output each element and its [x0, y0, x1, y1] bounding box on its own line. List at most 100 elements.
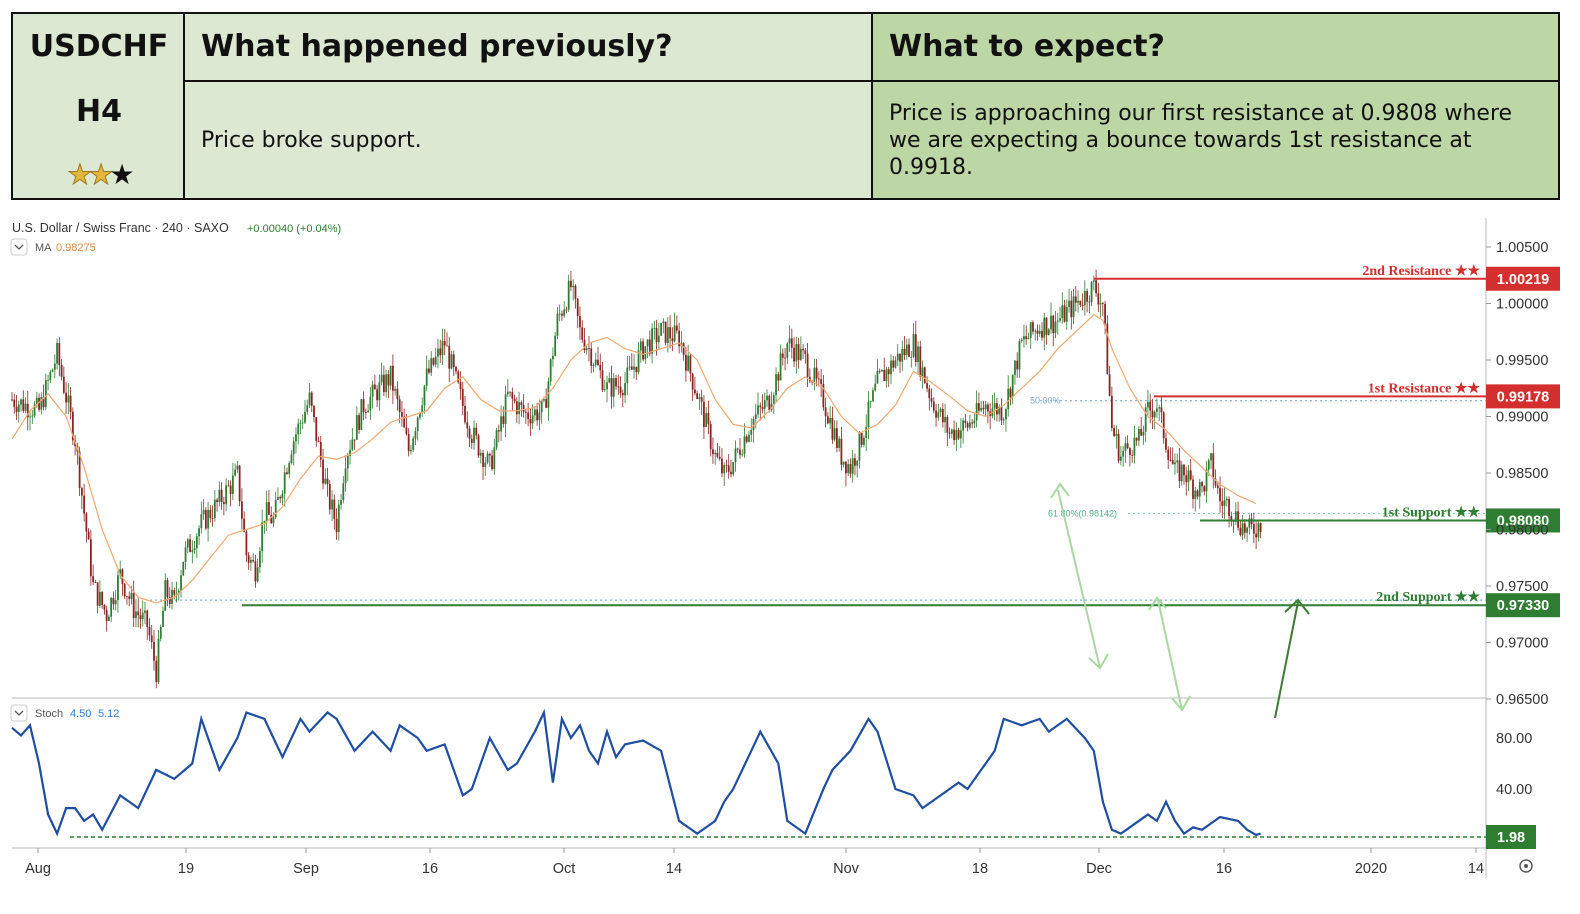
candle-body	[1065, 307, 1068, 322]
legend-collapse-button[interactable]	[10, 238, 28, 256]
candle-body	[817, 378, 820, 380]
candle-body	[538, 412, 541, 421]
candle-body	[912, 334, 915, 357]
candle-body	[739, 449, 741, 455]
price-chart[interactable]: 50.00% 61.80%(0.98142) 2nd Resistance ★★ 1…	[0, 200, 1580, 914]
price-tick-label: 0.98000	[1496, 523, 1548, 539]
candle-body	[1241, 523, 1244, 535]
level-price-badge	[1486, 266, 1560, 291]
price-tick-label: 0.99000	[1496, 410, 1548, 426]
candle-body	[441, 341, 444, 356]
candle-body	[502, 416, 505, 424]
candle-body	[824, 407, 827, 417]
candle-body	[360, 399, 363, 430]
candle-body	[164, 580, 167, 611]
candle-body	[238, 465, 241, 502]
candle-body	[80, 488, 83, 496]
candle-body	[806, 353, 809, 377]
candle-body	[980, 407, 983, 411]
candle-body	[1135, 437, 1138, 441]
candle-body	[673, 325, 676, 342]
candle-body	[1002, 419, 1005, 421]
candle-body	[89, 539, 92, 577]
candle-body	[552, 355, 554, 360]
candle-body	[247, 555, 250, 563]
candle-body	[189, 539, 191, 552]
candle-body	[234, 469, 237, 476]
candle-body	[671, 338, 674, 342]
candle-body	[781, 353, 784, 358]
candle-body	[1196, 490, 1199, 497]
candle-body	[896, 353, 899, 361]
candle-body	[637, 350, 640, 372]
candle-body	[482, 452, 484, 467]
star-filled-icon: ★	[67, 158, 93, 192]
candle-body	[554, 335, 557, 356]
candle-body	[1014, 360, 1016, 375]
candle-body	[470, 438, 473, 443]
candle-body	[71, 411, 74, 441]
candle-body	[657, 335, 660, 343]
expect-body-cell: Price is approaching our first resistanc…	[873, 82, 1558, 198]
candle-body	[101, 591, 104, 605]
candle-body	[486, 453, 489, 463]
candle-body	[62, 376, 65, 393]
candle-body	[570, 280, 572, 288]
candle-body	[457, 371, 460, 383]
candle-body	[1016, 360, 1019, 370]
candle-body	[186, 539, 189, 548]
candle-body	[157, 638, 160, 682]
candle-body	[56, 343, 58, 364]
time-tick-label: Dec	[1086, 861, 1112, 877]
candle-body	[905, 344, 908, 356]
candle-body	[268, 502, 270, 515]
candle-body	[443, 341, 446, 346]
candle-body	[44, 380, 47, 408]
candle-body	[664, 321, 667, 343]
candle-body	[520, 402, 523, 405]
candle-body	[387, 374, 390, 386]
candle-body	[473, 427, 475, 443]
candle-body	[500, 416, 502, 432]
candle-body	[1063, 305, 1066, 322]
candle-body	[67, 395, 70, 403]
candle-body	[822, 383, 825, 408]
candle-body	[83, 495, 86, 514]
level-price-value: 0.97330	[1497, 598, 1549, 614]
candle-body	[362, 399, 365, 412]
candle-body	[615, 378, 617, 387]
candle-body	[1059, 318, 1061, 321]
stoch-collapse-button[interactable]	[10, 704, 28, 722]
candle-body	[759, 405, 762, 408]
candle-body	[290, 454, 293, 464]
candle-body	[959, 430, 962, 439]
candle-body	[53, 363, 56, 370]
candle-body	[13, 399, 16, 407]
candle-body	[326, 478, 329, 485]
candle-body	[446, 345, 448, 347]
candle-body	[301, 422, 304, 424]
candle-body	[193, 548, 196, 551]
expect-line: 0.9918.	[889, 155, 973, 180]
candle-body	[829, 418, 832, 424]
candle-body	[572, 285, 575, 288]
candle-body	[428, 368, 430, 373]
candle-body	[1255, 533, 1258, 538]
candle-body	[31, 415, 34, 417]
candle-body	[175, 593, 178, 595]
settings-gear-icon[interactable]	[1519, 859, 1533, 873]
candle-body	[1011, 374, 1014, 398]
candle-body	[274, 499, 277, 518]
candle-body	[865, 426, 868, 438]
candle-body	[1142, 431, 1145, 436]
candle-body	[130, 592, 133, 599]
candle-body	[754, 414, 757, 419]
candle-body	[1128, 448, 1131, 455]
candle-body	[763, 400, 766, 409]
candle-body	[389, 365, 392, 386]
level-label: 1st Support ★★	[1382, 504, 1481, 520]
candle-body	[430, 358, 433, 373]
candle-body	[98, 591, 101, 606]
candle-body	[1108, 374, 1111, 396]
candle-body	[651, 328, 653, 354]
